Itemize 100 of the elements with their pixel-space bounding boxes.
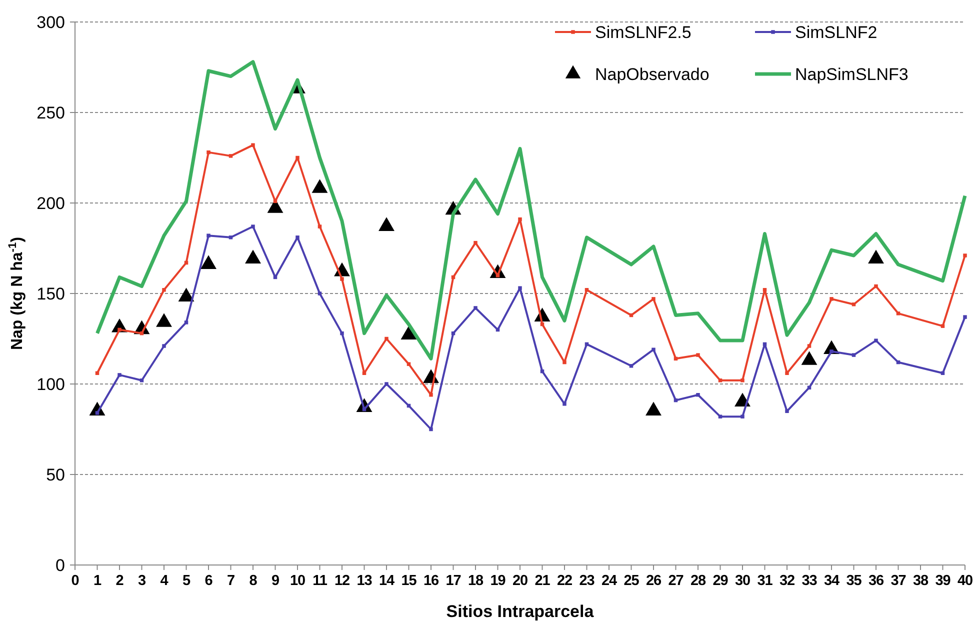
x-tick-label: 30 [735,573,750,589]
x-tick-label: 19 [490,573,506,589]
point [406,362,411,366]
point [206,234,210,238]
y-tick-label: 0 [56,556,65,575]
x-tick-label: 27 [668,573,684,589]
x-tick-label: 21 [534,573,550,589]
point [184,320,188,324]
x-tick-label: 37 [890,573,906,589]
x-tick-label: 11 [312,573,328,589]
y-tick-label: 200 [36,194,65,213]
x-axis-title: Sitios Intraparcela [446,602,594,621]
x-tick-label: 15 [401,573,417,589]
point [95,411,100,415]
point [518,217,522,222]
point [629,364,634,368]
point [696,392,700,397]
x-tick-label: 26 [646,573,662,589]
legend-label: SimSLNF2.5 [595,23,692,42]
point [963,254,967,258]
point [652,348,656,352]
point [140,378,144,382]
y-tick-label: 50 [46,466,65,484]
x-tick-label: 1 [94,573,102,589]
point [384,336,388,341]
legend-label: SimSLNF2 [795,23,878,42]
x-tick-label: 7 [227,573,236,589]
x-tick-label: 35 [846,573,862,589]
point [874,284,878,288]
x-tick-label: 3 [138,573,146,589]
point [118,373,122,377]
x-tick-label: 9 [272,573,280,589]
point [740,414,744,418]
point [228,236,233,240]
point [474,306,478,310]
x-tick-label: 16 [424,573,439,589]
x-tick-label: 2 [116,573,124,589]
point [584,288,589,292]
point [429,427,433,432]
y-tick-label: 300 [36,13,65,32]
x-tick-label: 10 [290,573,306,589]
point [852,353,856,357]
x-tick-label: 22 [557,573,572,589]
point [206,150,210,154]
y-tick-label: 250 [36,104,65,122]
point [807,386,812,390]
x-tick-label: 0 [71,573,80,589]
point [429,392,433,397]
x-tick-label: 13 [356,573,372,589]
point [785,409,789,414]
point [228,154,233,158]
y-tick-label: 150 [36,284,65,304]
point [251,224,255,228]
point [807,344,812,348]
x-tick-label: 36 [868,573,884,589]
point [830,297,834,301]
x-tick-label: 4 [160,573,168,589]
point [696,353,700,357]
x-tick-label: 6 [204,573,213,589]
x-tick-label: 31 [757,573,773,589]
point [762,288,767,292]
point [963,315,967,319]
point [296,156,300,160]
point [940,324,945,328]
point [251,143,255,147]
point [518,286,522,290]
point [118,328,122,332]
legend-label: NapSimSLNF3 [795,65,908,84]
point [896,312,900,316]
x-tick-label: 34 [824,573,840,589]
point [874,338,878,342]
point [718,378,722,382]
x-tick-label: 17 [446,573,462,589]
x-tick-label: 23 [579,573,595,589]
point [496,274,500,278]
x-tick-label: 29 [712,573,728,589]
point [340,331,344,336]
x-tick-label: 24 [602,573,617,589]
point [785,371,789,376]
point [830,350,834,354]
point [562,360,566,364]
point [384,382,388,386]
y-tick-label: 100 [36,375,65,394]
point [474,240,478,245]
x-tick-label: 33 [802,573,818,589]
x-tick-label: 20 [512,573,528,589]
x-tick-label: 32 [780,573,795,589]
x-tick-label: 28 [690,573,706,589]
point [318,224,322,228]
point [318,292,322,296]
point [652,297,656,301]
legend-label: NapObservado [595,65,710,84]
point [162,288,166,292]
x-tick-label: 8 [249,573,258,589]
x-tick-label: 18 [468,573,484,589]
x-tick-label: 40 [958,573,973,589]
x-tick-label: 5 [182,573,191,589]
x-tick-label: 12 [334,573,350,589]
point [340,277,344,281]
x-tick-label: 38 [913,573,928,589]
